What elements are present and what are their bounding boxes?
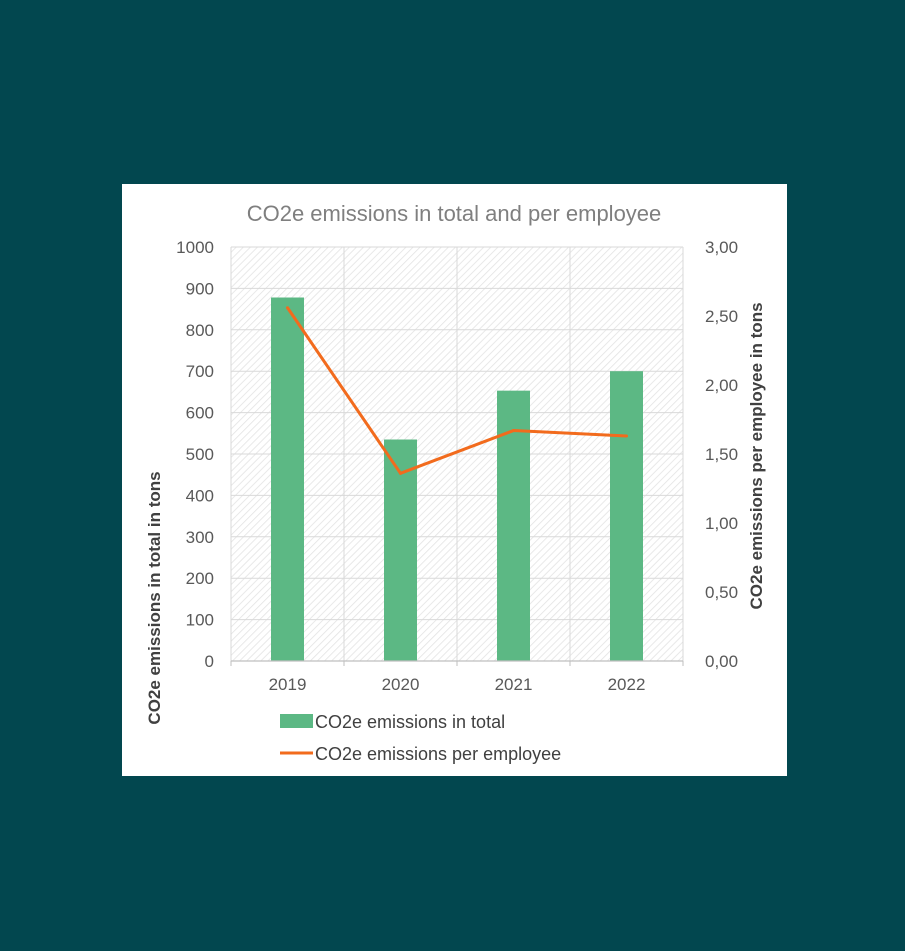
line-series bbox=[286, 306, 628, 475]
line-point bbox=[512, 429, 515, 433]
y-tick-label: 1000 bbox=[176, 238, 214, 257]
y2-axis-title: CO2e emissions per employee in tons bbox=[747, 302, 766, 609]
y-tick-label: 700 bbox=[186, 362, 214, 381]
y-tick-label: 400 bbox=[186, 486, 214, 505]
legend-label-total: CO2e emissions in total bbox=[315, 712, 505, 732]
line-point bbox=[286, 306, 289, 310]
y2-tick-label: 1,00 bbox=[705, 514, 738, 533]
y2-tick-label: 1,50 bbox=[705, 445, 738, 464]
x-tick-label: 2022 bbox=[608, 675, 646, 694]
y2-tick-label: 0,00 bbox=[705, 652, 738, 671]
y-tick-label: 300 bbox=[186, 528, 214, 547]
legend: CO2e emissions in total CO2e emissions p… bbox=[280, 712, 561, 764]
x-tick-label: 2019 bbox=[269, 675, 307, 694]
y2-tick-label: 2,50 bbox=[705, 307, 738, 326]
bar-series bbox=[271, 297, 643, 661]
y-tick-label: 500 bbox=[186, 445, 214, 464]
axes: 0 100 200 300 400 500 600 700 800 900 1000 0,00 0,50… bbox=[176, 238, 738, 694]
line-path bbox=[286, 306, 627, 475]
y-tick-label: 0 bbox=[205, 652, 214, 671]
y-tick-label: 600 bbox=[186, 404, 214, 423]
y-tick-label: 200 bbox=[186, 569, 214, 588]
x-tick-label: 2021 bbox=[495, 675, 533, 694]
bar bbox=[610, 371, 643, 661]
legend-swatch-total bbox=[280, 714, 313, 728]
x-tick-label: 2020 bbox=[382, 675, 420, 694]
y2-tick-label: 2,00 bbox=[705, 376, 738, 395]
chart-card: CO2e emissions in total and per employee… bbox=[122, 184, 787, 776]
y-tick-label: 100 bbox=[186, 611, 214, 630]
y-axis-title: CO2e emissions in total in tons bbox=[145, 471, 164, 724]
legend-label-per-employee: CO2e emissions per employee bbox=[315, 744, 561, 764]
y-tick-label: 900 bbox=[186, 279, 214, 298]
bar bbox=[271, 297, 304, 661]
gridlines bbox=[230, 246, 684, 661]
combo-chart: CO2e emissions in total and per employee… bbox=[145, 201, 766, 764]
bar bbox=[384, 439, 417, 661]
line-point bbox=[625, 434, 628, 438]
line-point bbox=[399, 471, 402, 475]
y-tick-label: 800 bbox=[186, 321, 214, 340]
chart-title: CO2e emissions in total and per employee bbox=[247, 201, 662, 226]
y2-tick-label: 3,00 bbox=[705, 238, 738, 257]
y2-tick-label: 0,50 bbox=[705, 583, 738, 602]
